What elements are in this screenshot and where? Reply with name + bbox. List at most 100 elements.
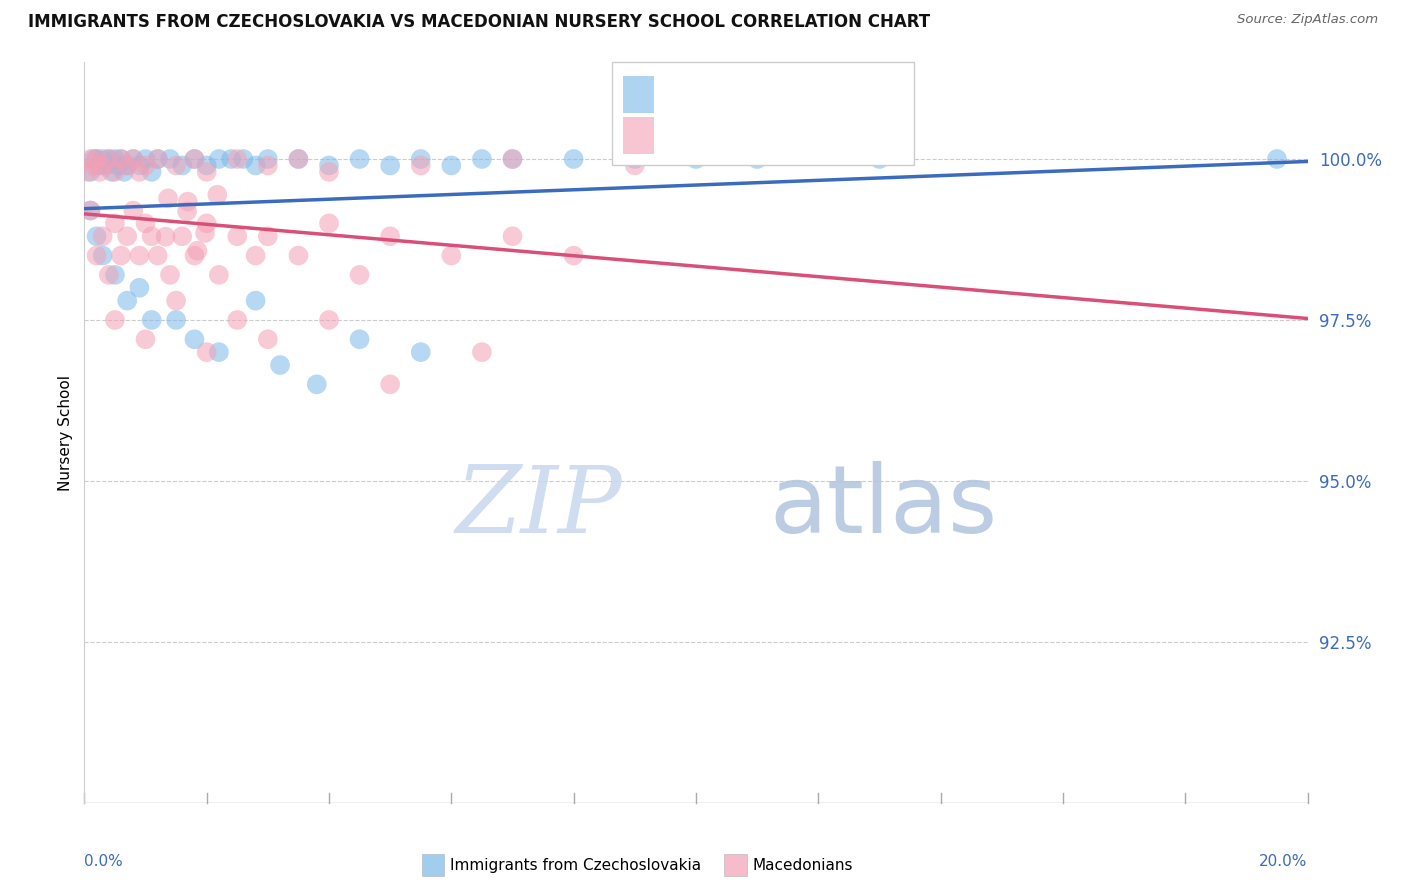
Point — [115, 158, 138, 172]
Point — [471, 345, 494, 359]
Point — [79, 165, 101, 179]
Point — [380, 377, 402, 392]
Point — [195, 158, 218, 172]
Point — [104, 216, 127, 230]
Point — [257, 152, 280, 166]
Point — [165, 313, 187, 327]
Point — [86, 152, 108, 166]
Point — [380, 158, 402, 172]
Point — [141, 313, 163, 327]
Point — [128, 249, 150, 263]
Point — [208, 152, 231, 166]
Point — [305, 377, 328, 392]
Point — [471, 152, 494, 166]
Point — [79, 203, 101, 218]
Point — [159, 152, 181, 166]
Point — [183, 152, 205, 166]
Point — [318, 216, 340, 230]
Point — [135, 332, 157, 346]
Point — [128, 165, 150, 179]
Point — [226, 229, 249, 244]
Point — [177, 194, 200, 209]
Point — [232, 152, 254, 166]
Point — [157, 191, 180, 205]
Point — [97, 152, 120, 166]
Point — [183, 332, 205, 346]
Point — [135, 158, 157, 172]
Point — [195, 216, 218, 230]
Point — [101, 165, 124, 179]
Point — [257, 158, 280, 172]
Point — [76, 165, 98, 179]
Point — [110, 152, 132, 166]
Point — [122, 152, 145, 166]
Text: 20.0%: 20.0% — [1260, 855, 1308, 870]
Point — [91, 229, 114, 244]
Point — [122, 203, 145, 218]
Point — [195, 345, 218, 359]
Point — [183, 152, 205, 166]
Point — [349, 152, 371, 166]
Point — [409, 152, 432, 166]
Point — [208, 345, 231, 359]
Point — [257, 229, 280, 244]
Point — [502, 152, 524, 166]
Point — [269, 358, 291, 372]
Point — [89, 165, 111, 179]
Point — [159, 268, 181, 282]
Point — [110, 249, 132, 263]
Point — [104, 165, 127, 179]
Point — [186, 244, 208, 258]
Point — [349, 332, 371, 346]
Point — [226, 313, 249, 327]
Point — [128, 281, 150, 295]
Point — [128, 158, 150, 172]
Point — [195, 165, 218, 179]
Text: R = 0.393   N = 66: R = 0.393 N = 66 — [661, 86, 818, 103]
Point — [287, 152, 309, 166]
Point — [110, 152, 132, 166]
Point — [685, 152, 707, 166]
Point — [176, 204, 198, 219]
Point — [104, 152, 127, 166]
Point — [91, 249, 114, 263]
Point — [79, 152, 101, 166]
Point — [869, 152, 891, 166]
Point — [1265, 152, 1288, 166]
Point — [91, 152, 114, 166]
Point — [245, 293, 267, 308]
Point — [624, 158, 647, 172]
Point — [135, 152, 157, 166]
Point — [440, 158, 463, 172]
Point — [97, 268, 120, 282]
Text: atlas: atlas — [769, 460, 998, 553]
Point — [112, 165, 135, 179]
Point — [172, 229, 194, 244]
Text: ZIP: ZIP — [456, 462, 623, 551]
Point — [409, 345, 432, 359]
Text: Source: ZipAtlas.com: Source: ZipAtlas.com — [1237, 13, 1378, 27]
Point — [115, 158, 138, 172]
Point — [146, 152, 169, 166]
Point — [155, 229, 177, 244]
Point — [562, 152, 585, 166]
Point — [83, 158, 105, 172]
Point — [115, 229, 138, 244]
Point — [245, 158, 267, 172]
Point — [107, 158, 129, 172]
Point — [83, 152, 105, 166]
Point — [440, 249, 463, 263]
Point — [747, 152, 769, 166]
Point — [79, 203, 101, 218]
Point — [502, 229, 524, 244]
Point — [380, 229, 402, 244]
Point — [91, 158, 114, 172]
Point — [349, 268, 371, 282]
Text: Macedonians: Macedonians — [752, 858, 852, 872]
Point — [115, 293, 138, 308]
Point — [219, 152, 242, 166]
Point — [409, 158, 432, 172]
Point — [89, 158, 111, 172]
Point — [94, 158, 117, 172]
Point — [86, 152, 108, 166]
